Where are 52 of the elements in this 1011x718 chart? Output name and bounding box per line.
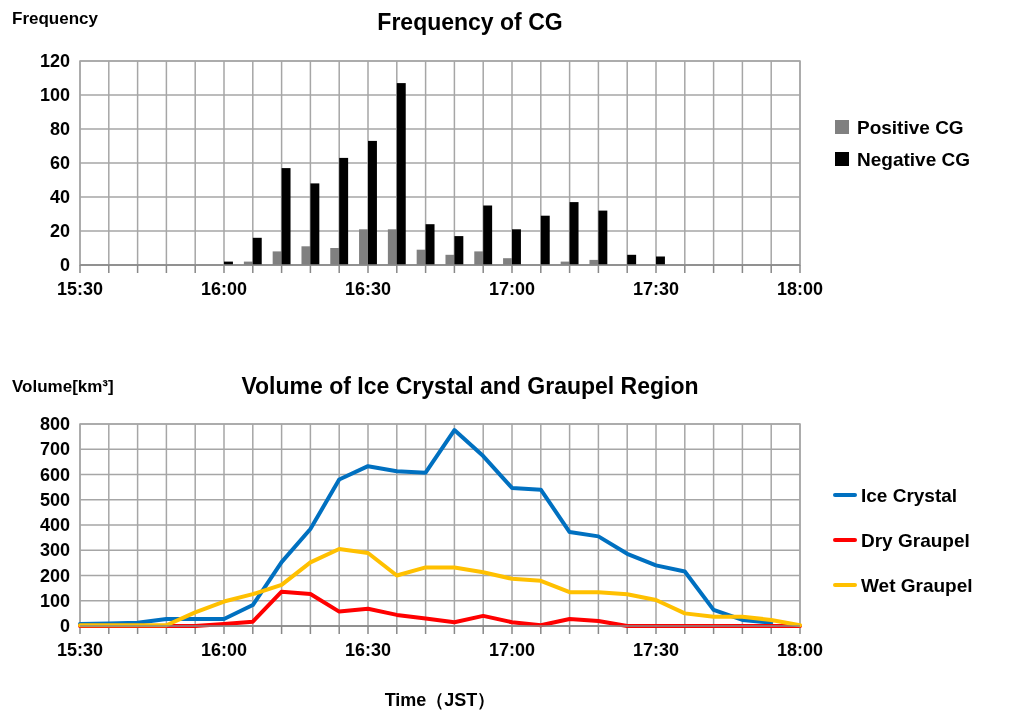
bar	[569, 202, 579, 265]
legend-label: Ice Crystal	[861, 485, 958, 506]
bar	[310, 183, 320, 265]
y-tick-label: 20	[49, 221, 70, 241]
bar	[252, 237, 262, 265]
y-tick-label: 80	[49, 119, 70, 139]
bar	[598, 210, 608, 265]
legend-label: Positive CG	[857, 117, 964, 138]
y-tick-label: 200	[39, 565, 70, 586]
x-tick-label: 17:30	[632, 640, 680, 660]
x-tick-label: 18:00	[776, 640, 824, 660]
y-tick-label: 40	[49, 187, 70, 207]
y-tick-label: 800	[39, 414, 70, 434]
y-axis-title: Volume[km³]	[12, 377, 114, 396]
legend-label: Negative CG	[857, 149, 970, 170]
y-axis-title: Frequency	[12, 9, 99, 28]
x-tick-label: 16:30	[344, 640, 392, 660]
bar	[396, 83, 406, 265]
legend-label: Dry Graupel	[861, 530, 970, 551]
bar	[339, 157, 349, 265]
bar	[454, 236, 464, 265]
x-tick-label: 16:30	[344, 279, 392, 299]
bar	[368, 140, 377, 265]
x-tick-label: 15:30	[56, 279, 104, 299]
y-tick-label: 0	[59, 255, 70, 275]
legend-label: Wet Graupel	[861, 575, 973, 596]
y-tick-label: 600	[39, 464, 70, 485]
x-tick-label: 16:00	[200, 279, 248, 299]
x-tick-label: 15:30	[56, 640, 104, 660]
x-tick-label: 16:00	[200, 640, 248, 660]
x-tick-label: 17:30	[632, 279, 680, 299]
y-tick-label: 300	[39, 540, 70, 561]
bar	[425, 224, 435, 265]
line-series	[78, 428, 774, 626]
bar	[540, 215, 550, 265]
x-tick-label: 17:00	[488, 640, 536, 660]
y-tick-label: 400	[39, 515, 70, 535]
x-tick-label: 17:00	[488, 279, 536, 299]
y-tick-label: 60	[49, 153, 70, 173]
y-tick-label: 500	[39, 489, 70, 510]
y-tick-label: 100	[39, 590, 70, 611]
x-tick-label: 18:00	[776, 279, 824, 299]
chart-title: Volume of Ice Crystal and Graupel Region	[241, 373, 699, 399]
chart-title: Frequency of CG	[377, 9, 563, 35]
y-tick-label: 120	[39, 51, 70, 71]
y-tick-label: 0	[59, 616, 70, 636]
bar	[281, 168, 291, 265]
bar	[512, 229, 521, 265]
y-tick-label: 700	[39, 439, 70, 460]
y-tick-label: 100	[39, 85, 70, 105]
bar	[483, 205, 493, 265]
x-axis-title: Time（JST）	[384, 690, 496, 710]
